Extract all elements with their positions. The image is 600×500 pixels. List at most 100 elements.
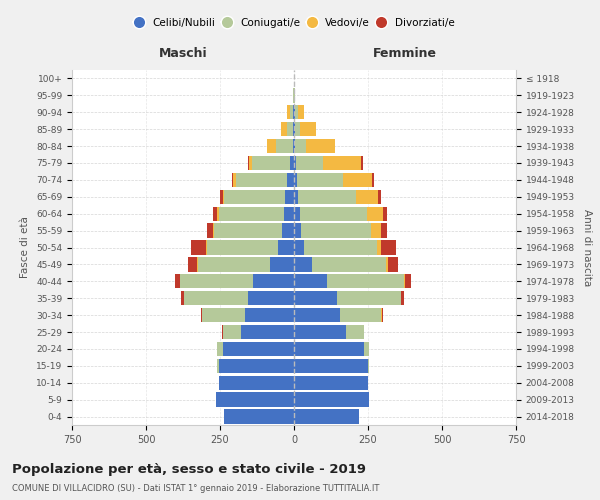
Legend: Celibi/Nubili, Coniugati/e, Vedovi/e, Divorziati/e: Celibi/Nubili, Coniugati/e, Vedovi/e, Di…	[130, 15, 458, 32]
Bar	[346, 325, 364, 339]
Bar	[297, 172, 343, 187]
Bar	[284, 206, 294, 221]
Bar	[253, 274, 294, 288]
Bar	[343, 172, 373, 187]
Bar	[249, 156, 252, 170]
Bar	[388, 257, 398, 272]
Bar	[294, 190, 298, 204]
Bar	[223, 325, 241, 339]
Bar	[220, 190, 223, 204]
Bar	[217, 206, 218, 221]
Bar	[294, 376, 368, 390]
Bar	[361, 156, 363, 170]
Bar	[386, 257, 388, 272]
Bar	[214, 224, 282, 238]
Y-axis label: Anni di nascita: Anni di nascita	[581, 209, 592, 286]
Bar	[287, 105, 290, 120]
Bar	[224, 190, 285, 204]
Bar	[298, 105, 304, 120]
Bar	[373, 172, 374, 187]
Bar	[294, 342, 364, 356]
Bar	[294, 206, 300, 221]
Bar	[326, 274, 404, 288]
Bar	[294, 88, 295, 102]
Bar	[294, 291, 337, 306]
Bar	[293, 88, 294, 102]
Bar	[340, 308, 382, 322]
Text: Maschi: Maschi	[158, 47, 208, 60]
Bar	[301, 224, 371, 238]
Bar	[217, 342, 223, 356]
Bar	[223, 342, 294, 356]
Bar	[294, 308, 340, 322]
Bar	[306, 139, 335, 154]
Text: COMUNE DI VILLACIDRO (SU) - Dati ISTAT 1° gennaio 2019 - Elaborazione TUTTITALIA: COMUNE DI VILLACIDRO (SU) - Dati ISTAT 1…	[12, 484, 379, 493]
Bar	[201, 308, 202, 322]
Bar	[383, 206, 387, 221]
Bar	[241, 325, 294, 339]
Bar	[294, 325, 346, 339]
Bar	[213, 224, 214, 238]
Bar	[294, 392, 370, 407]
Bar	[294, 105, 295, 120]
Bar	[175, 274, 180, 288]
Bar	[401, 291, 404, 306]
Bar	[248, 156, 249, 170]
Bar	[271, 257, 294, 272]
Bar	[294, 274, 326, 288]
Bar	[304, 240, 377, 254]
Bar	[323, 156, 361, 170]
Bar	[290, 105, 293, 120]
Bar	[294, 224, 301, 238]
Bar	[218, 376, 294, 390]
Bar	[215, 392, 294, 407]
Bar	[294, 172, 297, 187]
Y-axis label: Fasce di età: Fasce di età	[20, 216, 31, 278]
Bar	[213, 206, 217, 221]
Bar	[218, 206, 284, 221]
Bar	[356, 190, 379, 204]
Bar	[377, 240, 382, 254]
Bar	[295, 105, 298, 120]
Bar	[181, 291, 184, 306]
Bar	[287, 122, 293, 136]
Bar	[232, 172, 233, 187]
Bar	[191, 240, 206, 254]
Bar	[245, 308, 294, 322]
Bar	[294, 257, 312, 272]
Bar	[287, 172, 294, 187]
Bar	[312, 257, 386, 272]
Bar	[293, 139, 294, 154]
Bar	[206, 240, 278, 254]
Bar	[298, 190, 356, 204]
Bar	[198, 257, 271, 272]
Bar	[295, 122, 299, 136]
Bar	[223, 190, 224, 204]
Text: Popolazione per età, sesso e stato civile - 2019: Popolazione per età, sesso e stato civil…	[12, 462, 366, 475]
Bar	[299, 122, 316, 136]
Bar	[207, 224, 213, 238]
Bar	[405, 274, 411, 288]
Bar	[188, 257, 197, 272]
Bar	[233, 172, 236, 187]
Text: Femmine: Femmine	[373, 47, 437, 60]
Bar	[382, 308, 383, 322]
Bar	[371, 224, 382, 238]
Bar	[278, 240, 294, 254]
Bar	[382, 240, 396, 254]
Bar	[404, 274, 405, 288]
Bar	[285, 190, 294, 204]
Bar	[184, 291, 248, 306]
Bar	[379, 190, 382, 204]
Bar	[276, 139, 293, 154]
Bar	[248, 291, 294, 306]
Bar	[268, 139, 276, 154]
Bar	[180, 274, 253, 288]
Bar	[293, 122, 294, 136]
Bar	[367, 206, 383, 221]
Bar	[294, 240, 304, 254]
Bar	[282, 224, 294, 238]
Bar	[236, 172, 287, 187]
Bar	[217, 358, 218, 373]
Bar	[252, 156, 290, 170]
